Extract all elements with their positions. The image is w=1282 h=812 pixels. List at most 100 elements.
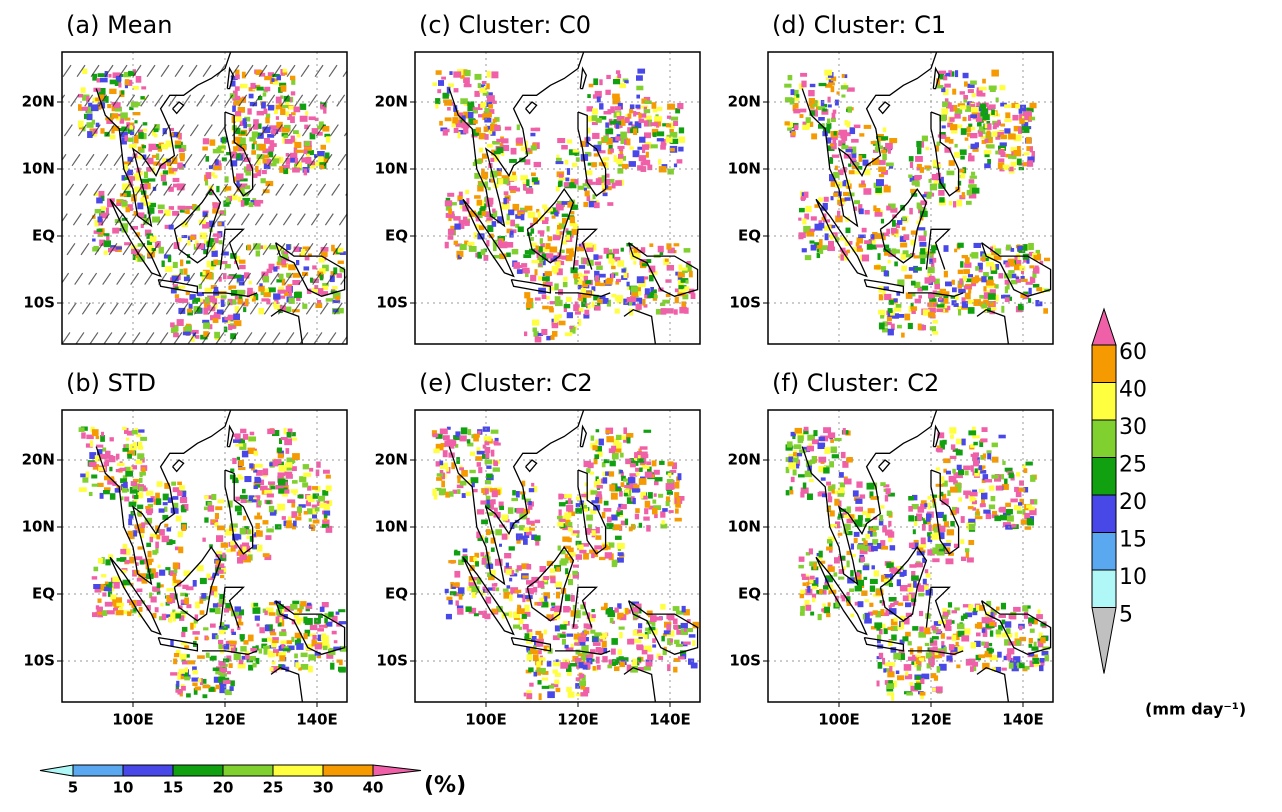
precip-speckle: [968, 124, 972, 127]
precip-speckle: [619, 656, 624, 660]
precip-speckle: [254, 200, 260, 207]
precip-speckle: [605, 279, 612, 285]
precip-speckle: [632, 488, 640, 492]
precip-speckle: [615, 309, 620, 314]
precip-speckle: [510, 175, 518, 181]
precip-speckle: [517, 269, 523, 274]
precip-speckle: [301, 653, 308, 657]
precip-speckle: [1001, 295, 1005, 299]
precip-speckle: [463, 549, 468, 553]
precip-speckle: [960, 173, 965, 178]
precip-speckle: [594, 202, 600, 208]
precip-speckle: [944, 271, 948, 277]
precip-speckle: [493, 441, 498, 445]
precip-speckle: [784, 84, 791, 88]
precip-speckle: [445, 589, 449, 593]
precip-speckle: [564, 182, 569, 187]
precip-speckle: [117, 463, 125, 466]
precip-speckle: [969, 179, 975, 183]
precip-speckle: [490, 158, 494, 162]
precip-speckle: [579, 265, 585, 269]
precip-speckle: [294, 611, 299, 618]
precip-speckle: [208, 505, 214, 511]
precip-speckle: [221, 543, 228, 548]
precip-speckle: [971, 127, 975, 130]
precip-speckle: [954, 152, 960, 157]
precip-speckle: [100, 78, 108, 83]
precip-speckle: [249, 137, 256, 141]
precip-speckle: [654, 295, 658, 298]
precip-speckle: [125, 471, 133, 477]
precip-speckle: [328, 612, 333, 617]
precip-speckle: [891, 694, 894, 700]
precip-speckle: [553, 235, 560, 241]
precip-speckle: [112, 577, 119, 582]
precip-speckle: [486, 217, 493, 221]
precip-speckle: [491, 71, 498, 78]
precip-speckle: [211, 656, 217, 661]
precip-speckle: [581, 494, 586, 497]
precip-speckle: [653, 289, 657, 293]
precip-speckle: [206, 172, 212, 179]
precip-speckle: [619, 147, 624, 151]
precip-speckle: [987, 159, 991, 164]
precip-speckle: [175, 298, 181, 302]
precip-speckle: [451, 440, 457, 446]
precip-speckle: [173, 496, 179, 500]
precip-speckle: [857, 248, 863, 251]
precip-speckle: [169, 206, 174, 210]
precip-speckle: [1018, 127, 1022, 134]
precip-speckle: [920, 248, 925, 254]
precip-speckle: [264, 611, 267, 616]
precip-speckle: [496, 587, 499, 591]
precip-speckle: [647, 654, 653, 660]
precip-speckle: [888, 329, 894, 336]
precip-speckle: [213, 175, 217, 178]
precip-speckle: [139, 607, 143, 612]
precip-speckle: [290, 76, 295, 81]
precip-speckle: [908, 175, 912, 178]
precip-speckle: [454, 128, 459, 133]
precip-speckle: [572, 229, 578, 235]
precip-speckle: [280, 108, 285, 115]
precip-speckle: [303, 149, 307, 154]
precip-speckle: [972, 93, 976, 97]
precip-speckle: [523, 254, 531, 258]
precip-speckle: [481, 520, 488, 525]
lat-tick-label: 10N: [22, 160, 55, 178]
precip-speckle: [620, 453, 624, 458]
precip-speckle: [642, 299, 645, 306]
precip-speckle: [292, 480, 298, 484]
precip-speckle: [293, 130, 299, 134]
precip-speckle: [179, 148, 185, 152]
precip-speckle: [517, 565, 522, 571]
precip-speckle: [919, 627, 924, 632]
precip-speckle: [675, 518, 682, 522]
precip-speckle: [546, 253, 553, 258]
precip-speckle: [105, 602, 113, 607]
precip-speckle: [263, 468, 268, 475]
precip-speckle: [177, 491, 182, 496]
precip-speckle: [791, 131, 796, 136]
precip-speckle: [798, 218, 801, 221]
precip-speckle: [281, 437, 288, 440]
precip-speckle: [887, 322, 892, 325]
precip-speckle: [287, 640, 293, 644]
precip-speckle: [602, 656, 607, 662]
precip-speckle: [591, 609, 594, 612]
precip-speckle: [472, 592, 476, 598]
precip-speckle: [1029, 265, 1034, 268]
precip-speckle: [289, 291, 292, 296]
precip-speckle: [135, 120, 138, 123]
precip-speckle: [665, 259, 669, 262]
precip-speckle: [292, 466, 297, 471]
precip-speckle: [851, 139, 859, 143]
precip-speckle: [891, 228, 897, 234]
precip-speckle: [297, 134, 301, 138]
precip-speckle: [1008, 270, 1014, 273]
precip-speckle: [479, 148, 483, 153]
precip-speckle: [493, 587, 496, 591]
precip-speckle: [448, 83, 454, 87]
precip-speckle: [644, 109, 650, 113]
precip-speckle: [944, 298, 949, 304]
